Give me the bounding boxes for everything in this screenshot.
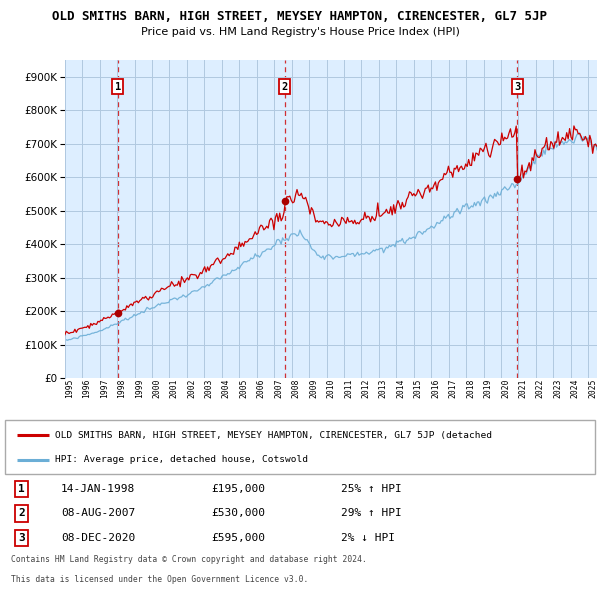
Text: 25% ↑ HPI: 25% ↑ HPI [341,484,402,494]
Text: OLD SMITHS BARN, HIGH STREET, MEYSEY HAMPTON, CIRENCESTER, GL7 5JP (detached: OLD SMITHS BARN, HIGH STREET, MEYSEY HAM… [55,431,492,440]
Text: 1997: 1997 [100,379,109,398]
Text: 2: 2 [281,82,288,92]
Text: 2017: 2017 [449,379,458,398]
Text: Price paid vs. HM Land Registry's House Price Index (HPI): Price paid vs. HM Land Registry's House … [140,27,460,37]
Text: 08-AUG-2007: 08-AUG-2007 [61,509,135,519]
Text: 3: 3 [18,533,25,543]
Text: 2009: 2009 [309,379,318,398]
FancyBboxPatch shape [5,420,595,474]
Text: 1: 1 [115,82,121,92]
Text: 1996: 1996 [82,379,91,398]
Text: 2021: 2021 [518,379,527,398]
Text: 2007: 2007 [274,379,283,398]
Text: 14-JAN-1998: 14-JAN-1998 [61,484,135,494]
Text: £530,000: £530,000 [211,509,265,519]
Text: 2002: 2002 [187,379,196,398]
Text: 2% ↓ HPI: 2% ↓ HPI [341,533,395,543]
Text: 2008: 2008 [292,379,301,398]
Text: 2: 2 [18,509,25,519]
Text: 2001: 2001 [169,379,178,398]
Text: Contains HM Land Registry data © Crown copyright and database right 2024.: Contains HM Land Registry data © Crown c… [11,555,367,564]
Text: 3: 3 [514,82,520,92]
Text: 2015: 2015 [414,379,423,398]
Text: 2003: 2003 [205,379,214,398]
Text: 2006: 2006 [257,379,266,398]
Text: 2024: 2024 [571,379,580,398]
Text: 2018: 2018 [466,379,475,398]
Text: £595,000: £595,000 [211,533,265,543]
Text: 1998: 1998 [117,379,126,398]
Text: 2023: 2023 [553,379,562,398]
Text: 2013: 2013 [379,379,388,398]
Text: 29% ↑ HPI: 29% ↑ HPI [341,509,402,519]
Text: OLD SMITHS BARN, HIGH STREET, MEYSEY HAMPTON, CIRENCESTER, GL7 5JP: OLD SMITHS BARN, HIGH STREET, MEYSEY HAM… [53,10,548,23]
Text: 2020: 2020 [501,379,510,398]
Text: 2005: 2005 [239,379,248,398]
Text: 1999: 1999 [134,379,143,398]
Text: 08-DEC-2020: 08-DEC-2020 [61,533,135,543]
Text: 2000: 2000 [152,379,161,398]
Text: This data is licensed under the Open Government Licence v3.0.: This data is licensed under the Open Gov… [11,575,308,584]
Text: 2011: 2011 [344,379,353,398]
Text: 2004: 2004 [222,379,231,398]
Text: 2022: 2022 [536,379,545,398]
Text: 2019: 2019 [484,379,493,398]
Text: 2025: 2025 [588,379,597,398]
Text: 2012: 2012 [361,379,370,398]
Text: £195,000: £195,000 [211,484,265,494]
Text: HPI: Average price, detached house, Cotswold: HPI: Average price, detached house, Cots… [55,455,308,464]
Text: 2010: 2010 [326,379,335,398]
Text: 2016: 2016 [431,379,440,398]
Text: 1995: 1995 [65,379,74,398]
Text: 1: 1 [18,484,25,494]
Text: 2014: 2014 [397,379,406,398]
